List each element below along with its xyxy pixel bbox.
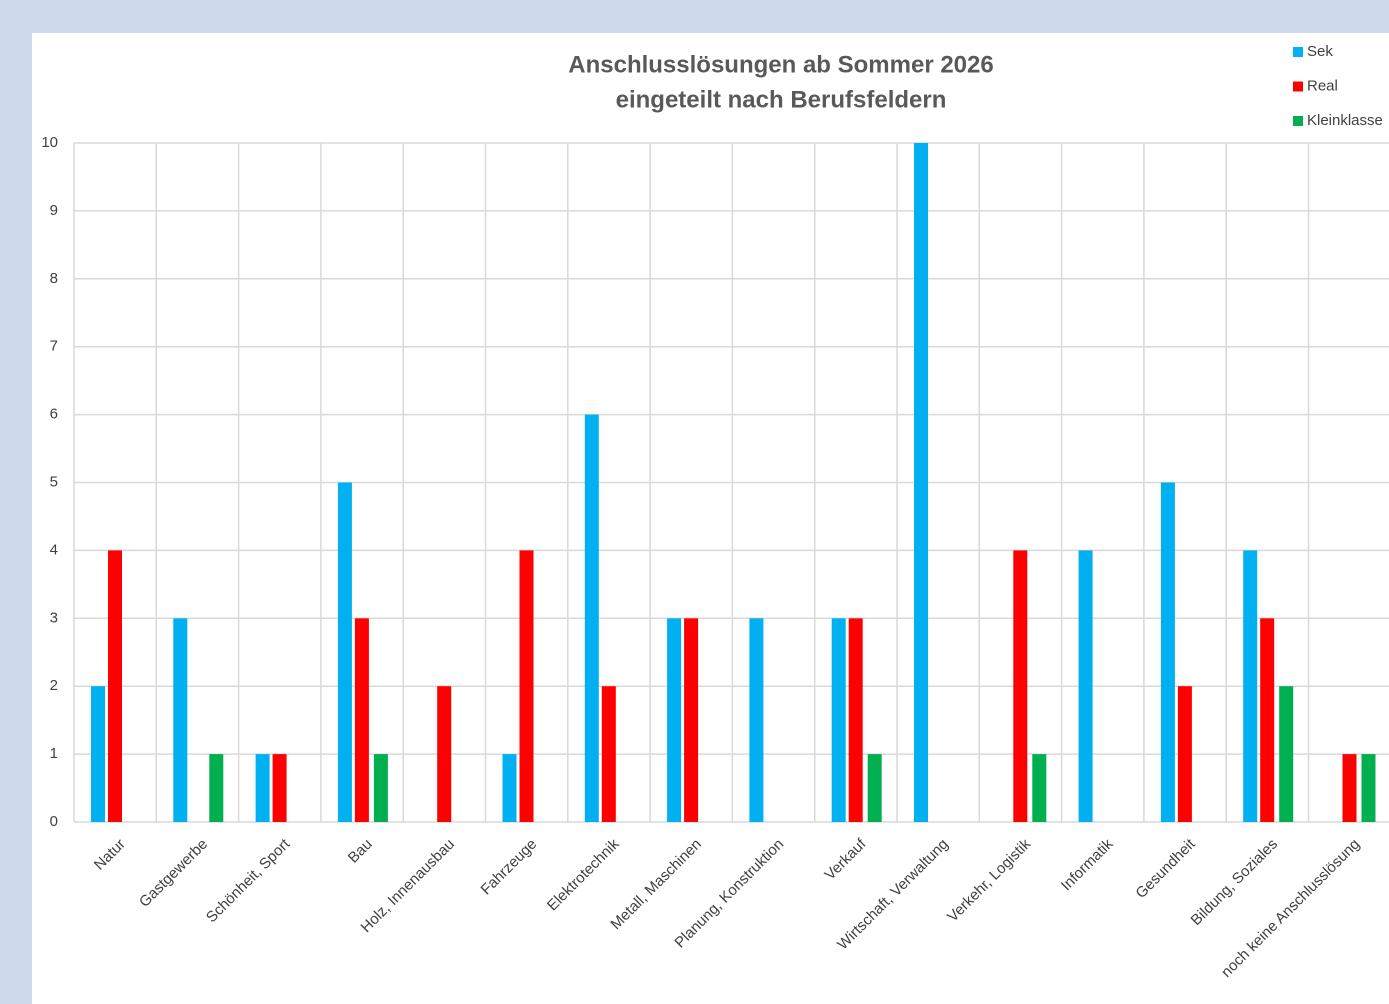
bar [173,618,188,822]
legend-label: Real [1307,77,1338,94]
bar [684,618,699,822]
y-tick-label: 0 [50,813,58,830]
bar [209,754,224,822]
bar [1279,686,1294,822]
legend-swatch [1293,47,1303,57]
legend-swatch [1293,116,1303,126]
y-tick-label: 9 [50,202,58,219]
bar [1032,754,1047,822]
bar [867,754,882,822]
bar [337,482,352,822]
bar [1160,482,1175,822]
chart-subtitle: eingeteilt nach Berufsfeldern [616,86,947,113]
bar [272,754,287,822]
y-tick-label: 1 [50,745,58,762]
bar [749,618,764,822]
bar [667,618,682,822]
y-tick-label: 7 [50,338,58,355]
bar [437,686,452,822]
bar [1342,754,1357,822]
y-tick-label: 2 [50,677,58,694]
bar [373,754,388,822]
bar [519,550,534,822]
y-tick-label: 8 [50,270,58,287]
legend-label: Sek [1307,43,1333,60]
bar [914,143,928,822]
y-tick-label: 5 [50,473,58,490]
bar [255,754,270,822]
bar [1177,686,1192,822]
bar [502,754,517,822]
bar [1078,550,1093,822]
bar [1243,550,1258,822]
bar [831,618,846,822]
legend-swatch [1293,81,1303,92]
bar [1260,618,1275,822]
bar [108,550,122,822]
bar [354,618,369,822]
y-tick-label: 10 [41,134,58,151]
bar [848,618,863,822]
bar [1361,754,1376,822]
legend-label: Kleinklasse [1307,112,1383,129]
bar [1013,550,1028,822]
bar [91,686,105,822]
bar [584,414,599,822]
bar [601,686,616,822]
chart-title: Anschlusslösungen ab Sommer 2026 [568,51,993,78]
y-tick-label: 4 [50,541,58,558]
y-tick-label: 6 [50,406,58,423]
y-tick-label: 3 [50,609,58,626]
